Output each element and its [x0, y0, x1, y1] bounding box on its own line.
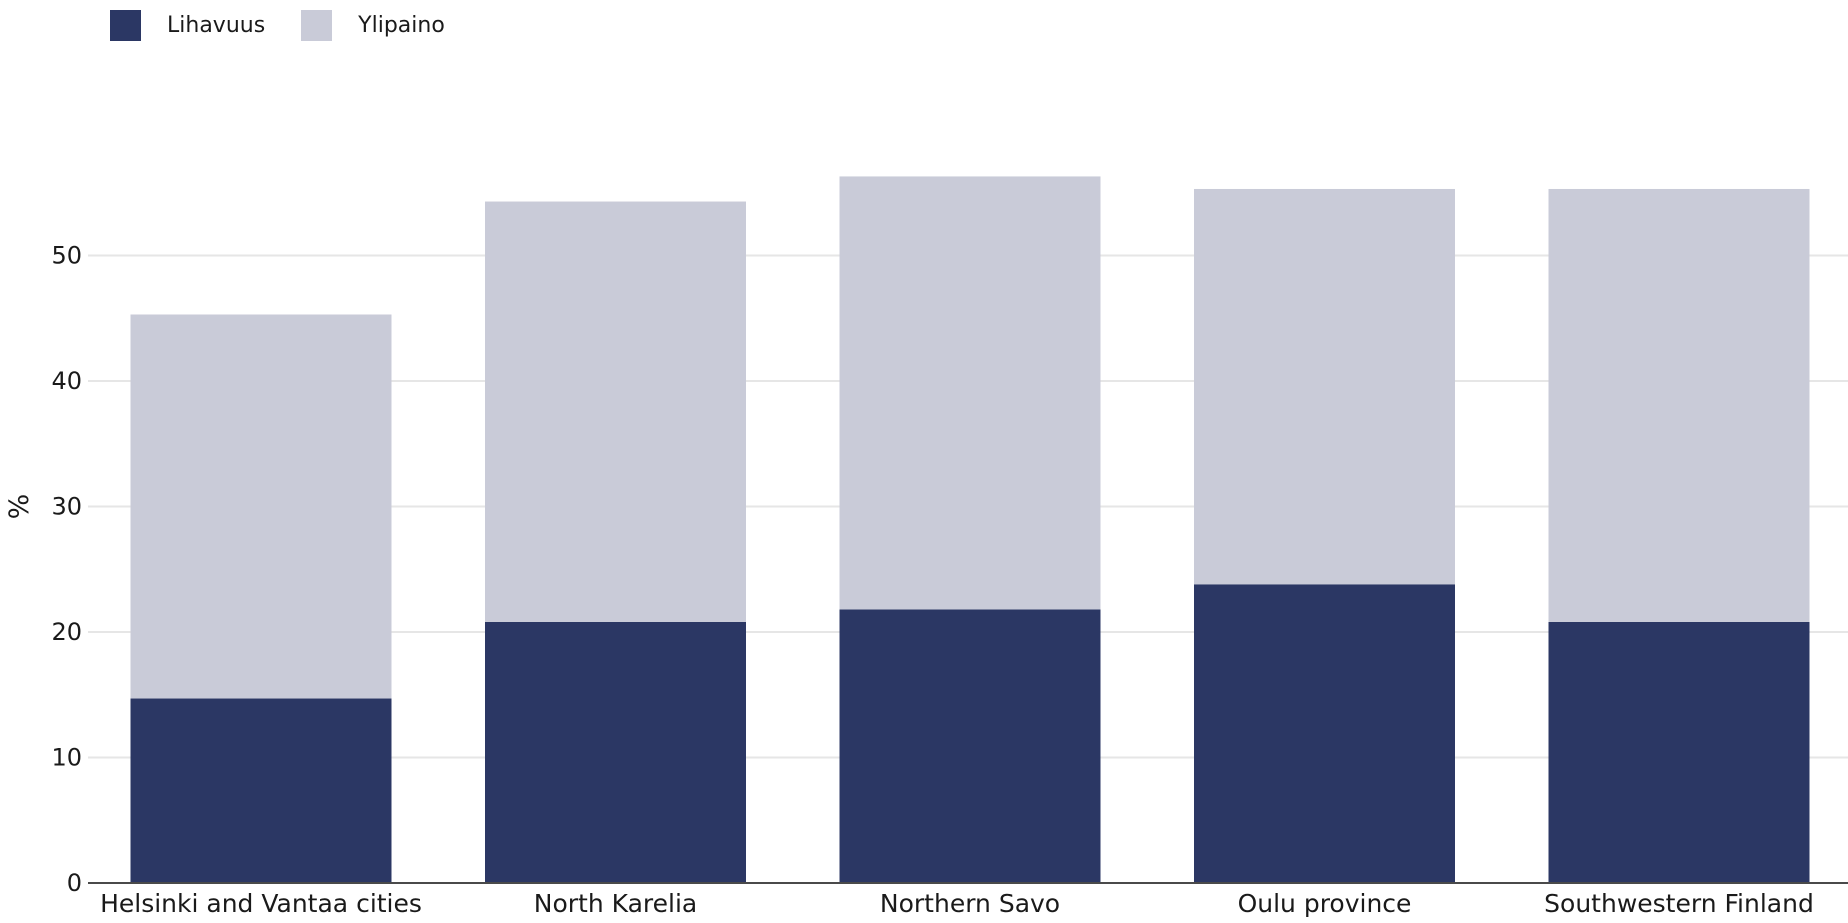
y-tick-label: 50 — [51, 242, 82, 270]
y-tick-label: 20 — [51, 618, 82, 646]
legend-item-ylipaino[interactable]: Ylipaino — [301, 10, 445, 41]
legend-item-lihavuus[interactable]: Lihavuus — [110, 10, 265, 41]
bar-ylipaino-1[interactable] — [485, 201, 746, 622]
bar-lihavuus-4[interactable] — [1548, 621, 1810, 883]
category-label: North Karelia — [534, 889, 697, 918]
y-tick-labels: 0 10 20 30 40 50 — [51, 242, 82, 898]
bar-ylipaino-3[interactable] — [1194, 188, 1455, 585]
bar-lihavuus-2[interactable] — [839, 609, 1101, 883]
category-label: Southwestern Finland — [1544, 889, 1814, 918]
legend: Lihavuus Ylipaino — [110, 10, 481, 41]
bars — [130, 176, 1810, 883]
category-labels: Helsinki and Vantaa cities North Karelia N… — [100, 889, 1814, 918]
legend-label-lihavuus: Lihavuus — [167, 13, 266, 38]
category-label: Northern Savo — [880, 889, 1060, 918]
category-label: Helsinki and Vantaa cities — [100, 889, 422, 918]
bar-lihavuus-1[interactable] — [485, 621, 746, 883]
bar-lihavuus-0[interactable] — [130, 698, 392, 883]
legend-swatch-ylipaino — [301, 10, 333, 41]
y-tick-label: 0 — [67, 869, 82, 897]
category-label: Oulu province — [1238, 889, 1412, 918]
y-tick-label: 10 — [51, 744, 82, 772]
bar-ylipaino-0[interactable] — [130, 314, 392, 699]
bar-ylipaino-2[interactable] — [839, 176, 1101, 610]
bar-ylipaino-4[interactable] — [1548, 188, 1810, 622]
y-tick-label: 40 — [51, 367, 82, 395]
bar-lihavuus-3[interactable] — [1194, 584, 1455, 883]
legend-swatch-lihavuus — [110, 10, 141, 41]
y-tick-label: 30 — [51, 493, 82, 521]
legend-label-ylipaino: Ylipaino — [358, 13, 445, 38]
y-axis-title: % — [4, 494, 35, 520]
